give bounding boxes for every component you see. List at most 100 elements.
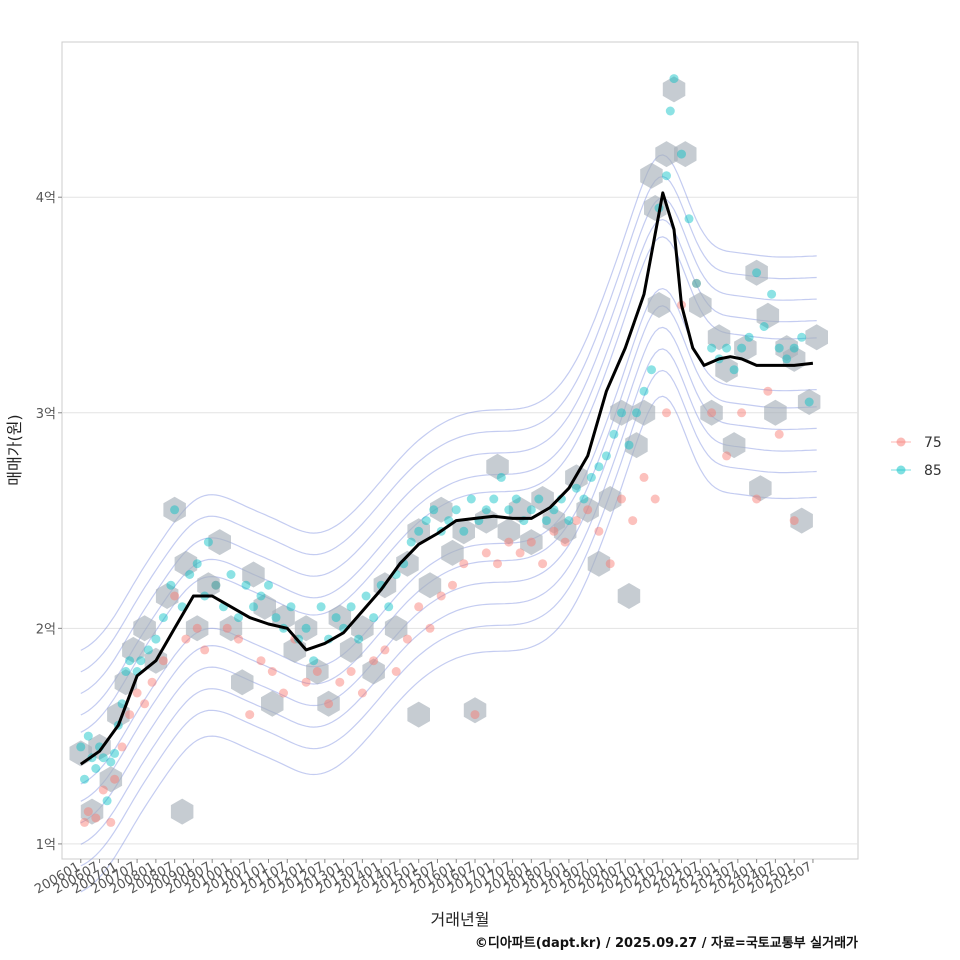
point-85 <box>331 613 341 623</box>
point-85 <box>722 343 732 353</box>
hexbin <box>805 324 828 351</box>
point-75 <box>211 580 221 590</box>
point-75 <box>722 451 732 461</box>
point-85 <box>91 764 101 773</box>
point-75 <box>380 645 390 655</box>
density-contour <box>80 197 817 695</box>
point-75 <box>628 516 638 526</box>
point-75 <box>181 634 191 644</box>
point-85 <box>662 171 671 181</box>
hexbin <box>715 356 738 383</box>
density-contour <box>80 175 817 673</box>
point-85 <box>744 332 754 342</box>
hexbin <box>261 690 284 717</box>
point-75 <box>132 688 142 698</box>
point-85 <box>80 774 89 784</box>
point-85 <box>759 322 769 331</box>
point-75 <box>789 516 799 526</box>
point-75 <box>110 774 120 784</box>
density-contour <box>80 395 817 893</box>
density-contour <box>80 305 817 802</box>
point-75 <box>493 559 502 569</box>
density-contour <box>80 326 817 824</box>
hexbin <box>99 766 123 793</box>
hexbin <box>700 399 723 426</box>
point-85 <box>151 634 161 644</box>
point-85 <box>774 343 784 353</box>
point-75 <box>639 472 649 482</box>
hexbin <box>407 701 430 728</box>
point-75 <box>538 559 548 569</box>
point-85 <box>707 343 717 353</box>
legend-key-75 <box>896 437 906 447</box>
point-85 <box>737 343 747 353</box>
point-75 <box>692 278 701 288</box>
point-75 <box>560 537 570 547</box>
point-85 <box>414 526 424 536</box>
hexbin <box>576 496 599 523</box>
point-75 <box>549 526 559 536</box>
hexbin <box>174 550 198 577</box>
point-85 <box>241 580 251 590</box>
point-85 <box>83 731 93 741</box>
point-75 <box>335 677 345 687</box>
point-75 <box>98 785 108 795</box>
hexbin <box>662 76 686 103</box>
point-75 <box>414 602 424 612</box>
point-85 <box>804 397 814 407</box>
y-tick-label: 3억 <box>36 407 56 422</box>
density-contour <box>80 154 817 651</box>
point-85 <box>106 757 116 767</box>
point-85 <box>752 268 762 278</box>
point-75 <box>436 591 446 601</box>
point-75 <box>752 494 762 504</box>
point-75 <box>737 408 747 418</box>
point-85 <box>271 613 281 623</box>
point-75 <box>459 559 469 569</box>
point-75 <box>448 580 457 590</box>
hexbin <box>396 550 419 577</box>
point-85 <box>110 748 120 758</box>
point-85 <box>369 613 379 623</box>
hexbin <box>133 615 156 642</box>
point-75 <box>357 688 367 698</box>
hexbin <box>625 432 648 459</box>
hexbin <box>317 690 340 717</box>
point-75 <box>470 710 480 720</box>
point-75 <box>222 623 232 633</box>
hexbin <box>617 583 641 609</box>
point-75 <box>117 742 127 752</box>
hexbin <box>497 518 521 545</box>
point-75 <box>170 591 180 601</box>
source-caption: ©디아파트(dapt.kr) / 2025.09.27 / 자료=국토교통부 실… <box>475 935 858 951</box>
legend-label-75: 75 <box>924 435 942 451</box>
point-75 <box>481 548 491 558</box>
hexbin <box>407 518 430 545</box>
hexbin <box>122 636 145 663</box>
hexbin <box>231 669 254 696</box>
hexbin <box>745 259 768 286</box>
point-85 <box>406 537 416 547</box>
density-contour <box>80 369 817 867</box>
hexbin <box>610 399 633 426</box>
hexbin <box>441 539 464 566</box>
hexbin <box>508 496 532 523</box>
point-75 <box>583 505 593 515</box>
point-85 <box>256 591 266 601</box>
point-85 <box>421 516 431 526</box>
point-85 <box>594 462 604 472</box>
point-85 <box>136 656 146 666</box>
point-85 <box>211 580 221 590</box>
hexbin <box>80 798 104 825</box>
hexbin-layer <box>69 76 828 825</box>
point-75 <box>301 677 311 687</box>
point-75 <box>158 656 168 666</box>
point-85 <box>677 149 686 159</box>
point-85 <box>496 472 506 482</box>
point-85 <box>564 516 574 526</box>
hexbin <box>384 615 408 642</box>
hexbin <box>253 593 276 620</box>
point-85 <box>234 613 243 623</box>
point-85 <box>481 505 491 515</box>
density-contour <box>80 218 817 716</box>
